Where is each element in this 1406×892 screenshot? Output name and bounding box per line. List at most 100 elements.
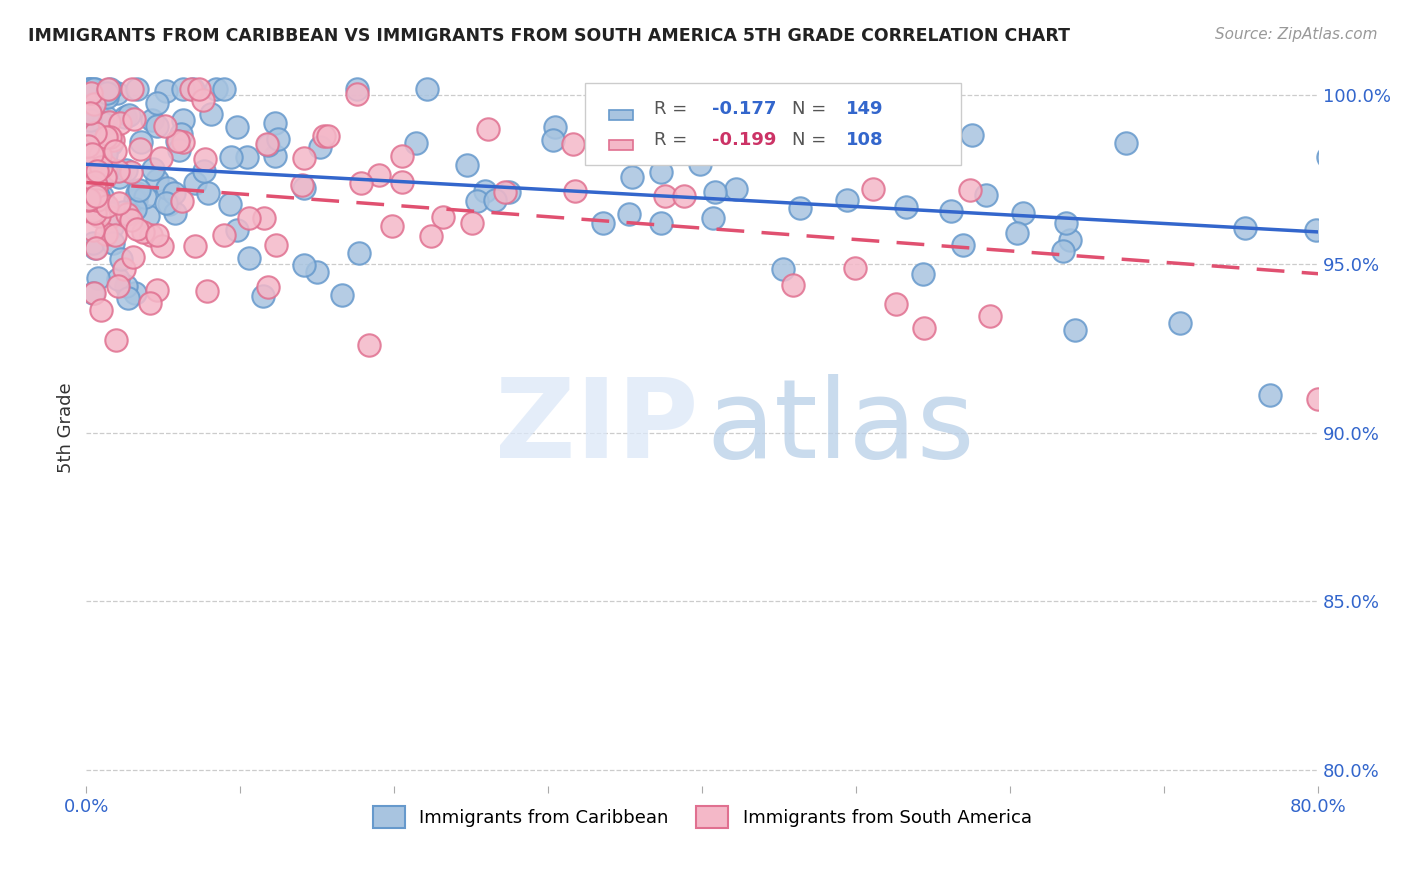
Text: 149: 149 bbox=[846, 101, 884, 119]
Point bbox=[647, 110, 669, 124]
Point bbox=[122, 112, 145, 126]
Point bbox=[264, 149, 287, 163]
Point bbox=[673, 188, 696, 202]
Point bbox=[911, 267, 934, 281]
Point bbox=[124, 193, 146, 207]
Point bbox=[461, 216, 484, 230]
FancyBboxPatch shape bbox=[609, 110, 633, 120]
Point bbox=[477, 122, 499, 136]
Point bbox=[381, 219, 404, 233]
Point bbox=[844, 261, 866, 276]
Point bbox=[100, 219, 122, 234]
Point bbox=[96, 199, 118, 213]
Point bbox=[772, 262, 794, 277]
Point bbox=[79, 161, 101, 176]
Point bbox=[97, 81, 120, 95]
Point bbox=[79, 113, 101, 128]
Point bbox=[94, 155, 117, 169]
Point bbox=[193, 164, 215, 178]
Point bbox=[155, 84, 177, 98]
Point bbox=[86, 104, 108, 119]
Point bbox=[391, 175, 413, 189]
Point bbox=[87, 209, 110, 223]
Point bbox=[112, 261, 135, 276]
Point bbox=[98, 81, 121, 95]
Point bbox=[86, 159, 108, 173]
Point bbox=[84, 126, 107, 140]
Point bbox=[170, 194, 193, 209]
Point bbox=[107, 272, 129, 286]
Point bbox=[149, 151, 172, 165]
Point bbox=[226, 222, 249, 236]
Point bbox=[316, 129, 339, 144]
Text: Source: ZipAtlas.com: Source: ZipAtlas.com bbox=[1215, 27, 1378, 42]
Point bbox=[134, 190, 156, 204]
Point bbox=[89, 148, 111, 162]
Point bbox=[797, 139, 820, 153]
Point bbox=[814, 137, 837, 152]
Point bbox=[292, 151, 315, 165]
Point bbox=[218, 197, 240, 211]
Point bbox=[139, 295, 162, 310]
Point bbox=[86, 193, 108, 207]
Point bbox=[494, 185, 516, 199]
Point bbox=[617, 207, 640, 221]
Point bbox=[82, 197, 104, 211]
Point bbox=[256, 136, 278, 151]
Point bbox=[117, 206, 139, 220]
Point bbox=[96, 166, 118, 180]
Point bbox=[110, 252, 132, 266]
Point bbox=[124, 285, 146, 300]
Point bbox=[89, 175, 111, 189]
Point bbox=[484, 193, 506, 207]
Point bbox=[76, 149, 98, 163]
Point bbox=[94, 159, 117, 173]
Point bbox=[200, 107, 222, 121]
Point bbox=[142, 162, 165, 177]
Point bbox=[125, 186, 148, 201]
Point bbox=[252, 289, 274, 303]
Point bbox=[100, 136, 122, 151]
Point bbox=[252, 211, 274, 225]
Point bbox=[1005, 226, 1028, 240]
Point bbox=[82, 203, 104, 218]
Point bbox=[79, 81, 101, 95]
Point bbox=[146, 228, 169, 243]
Point bbox=[76, 81, 98, 95]
Point bbox=[654, 189, 676, 203]
Point bbox=[101, 235, 124, 250]
Point bbox=[312, 128, 335, 143]
Text: atlas: atlas bbox=[706, 374, 974, 481]
Point bbox=[1011, 206, 1033, 220]
Point bbox=[862, 182, 884, 196]
Point bbox=[115, 279, 138, 293]
Point bbox=[131, 225, 153, 239]
Point bbox=[104, 227, 127, 242]
Point bbox=[77, 189, 100, 203]
Point bbox=[257, 279, 280, 293]
Point bbox=[83, 205, 105, 219]
Point bbox=[1054, 216, 1077, 230]
Point bbox=[266, 238, 288, 252]
Point bbox=[127, 81, 149, 95]
Point bbox=[79, 202, 101, 216]
Point bbox=[146, 120, 169, 134]
Point bbox=[620, 169, 643, 184]
Point bbox=[162, 186, 184, 200]
Point bbox=[138, 209, 160, 223]
Point bbox=[894, 200, 917, 214]
Point bbox=[77, 192, 100, 206]
Point bbox=[194, 152, 217, 166]
Point bbox=[107, 196, 129, 211]
Point bbox=[204, 81, 226, 95]
Point bbox=[197, 186, 219, 200]
Point bbox=[150, 238, 173, 252]
Point bbox=[129, 142, 152, 156]
Point bbox=[87, 150, 110, 164]
Point bbox=[789, 202, 811, 216]
Point bbox=[156, 181, 179, 195]
Point bbox=[1322, 179, 1344, 194]
Text: -0.177: -0.177 bbox=[711, 101, 776, 119]
Point bbox=[952, 238, 974, 252]
Point bbox=[309, 139, 332, 153]
